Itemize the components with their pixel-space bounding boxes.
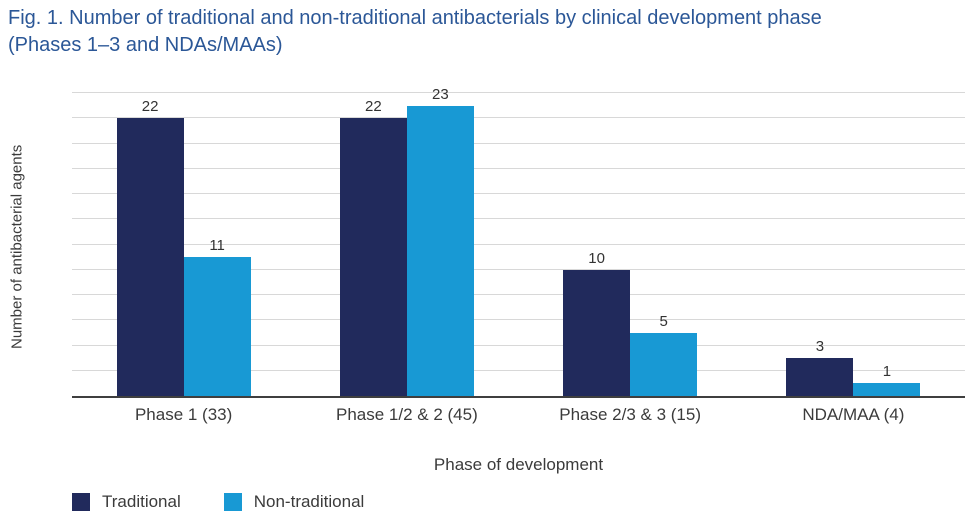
bar-value-label: 23 xyxy=(432,85,449,103)
figure-title: Fig. 1. Number of traditional and non-tr… xyxy=(8,5,968,59)
gridline-y-20 xyxy=(72,142,965,144)
x-axis-title: Phase of development xyxy=(433,455,604,474)
bar-traditional-group-3 xyxy=(563,269,631,396)
gridline-y-4 xyxy=(72,344,965,346)
bar-value-label: 11 xyxy=(209,237,225,255)
bar-col: 22 xyxy=(339,98,407,396)
figure-title-line1: Fig. 1. Number of traditional and non-tr… xyxy=(8,7,822,29)
figure-title-line2: (Phases 1–3 and NDAs/MAAs) xyxy=(8,34,283,56)
bar-value-label: 22 xyxy=(141,98,159,116)
legend-item-traditional: Traditional xyxy=(72,492,181,512)
bar-col: 22 xyxy=(116,98,184,396)
bars-layer: 22 11 22 23 10 5 3 1 xyxy=(72,86,965,396)
gridline-y-8 xyxy=(72,294,965,295)
legend-label: Traditional xyxy=(102,492,181,511)
legend-label: Non-traditional xyxy=(253,492,365,511)
bar-non-traditional-group-3 xyxy=(630,332,698,396)
bar-traditional-group-2 xyxy=(339,118,407,396)
x-category-labels: Phase 1 (33) Phase 1/2 & 2 (45) Phase 2/3 … xyxy=(72,405,965,425)
gridline-y-2 xyxy=(72,369,965,371)
bar-value-label: 10 xyxy=(588,249,605,267)
bar-group-3: 10 5 xyxy=(519,95,742,396)
bar-value-label: 5 xyxy=(659,312,668,330)
bar-group-2: 22 23 xyxy=(295,86,518,396)
bar-col: 5 xyxy=(630,312,698,396)
gridline-y-10 xyxy=(72,268,965,270)
gridline-y-14 xyxy=(72,218,965,220)
bar-col: 3 xyxy=(786,338,854,396)
x-category-label-2: Phase 1/2 & 2 (45) xyxy=(335,405,478,424)
gridline-y-16 xyxy=(72,193,965,194)
bar-value-label: 22 xyxy=(365,98,382,116)
gridline-y-22 xyxy=(72,117,965,119)
legend-swatch-icon xyxy=(72,493,90,511)
y-axis-title: Number of antibacterial agents xyxy=(8,144,26,349)
bar-col: 10 xyxy=(563,249,631,396)
x-category-label-1: Phase 1 (33) xyxy=(134,405,233,424)
gridline-y-6 xyxy=(72,319,965,321)
legend-swatch-icon xyxy=(223,493,242,511)
bar-non-traditional-group-1 xyxy=(183,257,251,396)
gridline-y-18 xyxy=(72,167,965,169)
bar-col: 23 xyxy=(406,85,474,396)
bar-col: 11 xyxy=(183,237,251,396)
bar-col: 1 xyxy=(853,363,921,396)
x-category-label-4: NDA/MAA (4) xyxy=(802,405,905,424)
bar-value-label: 1 xyxy=(882,363,892,381)
legend-item-non-traditional: Non-traditional xyxy=(223,492,365,512)
bar-non-traditional-group-2 xyxy=(406,105,474,396)
gridline-y-24 xyxy=(72,92,965,93)
gridline-y-12 xyxy=(72,243,965,245)
bar-non-traditional-group-4 xyxy=(853,383,921,396)
x-category-label-3: Phase 2/3 & 3 (15) xyxy=(559,405,701,424)
bar-traditional-group-4 xyxy=(786,358,854,396)
bar-traditional-group-1 xyxy=(116,118,184,396)
plot-area: 22 11 22 23 10 5 3 1 xyxy=(72,86,965,398)
bar-value-label: 3 xyxy=(815,338,825,356)
bar-group-1: 22 11 xyxy=(72,95,295,396)
legend: Traditional Non-traditional xyxy=(72,492,407,512)
